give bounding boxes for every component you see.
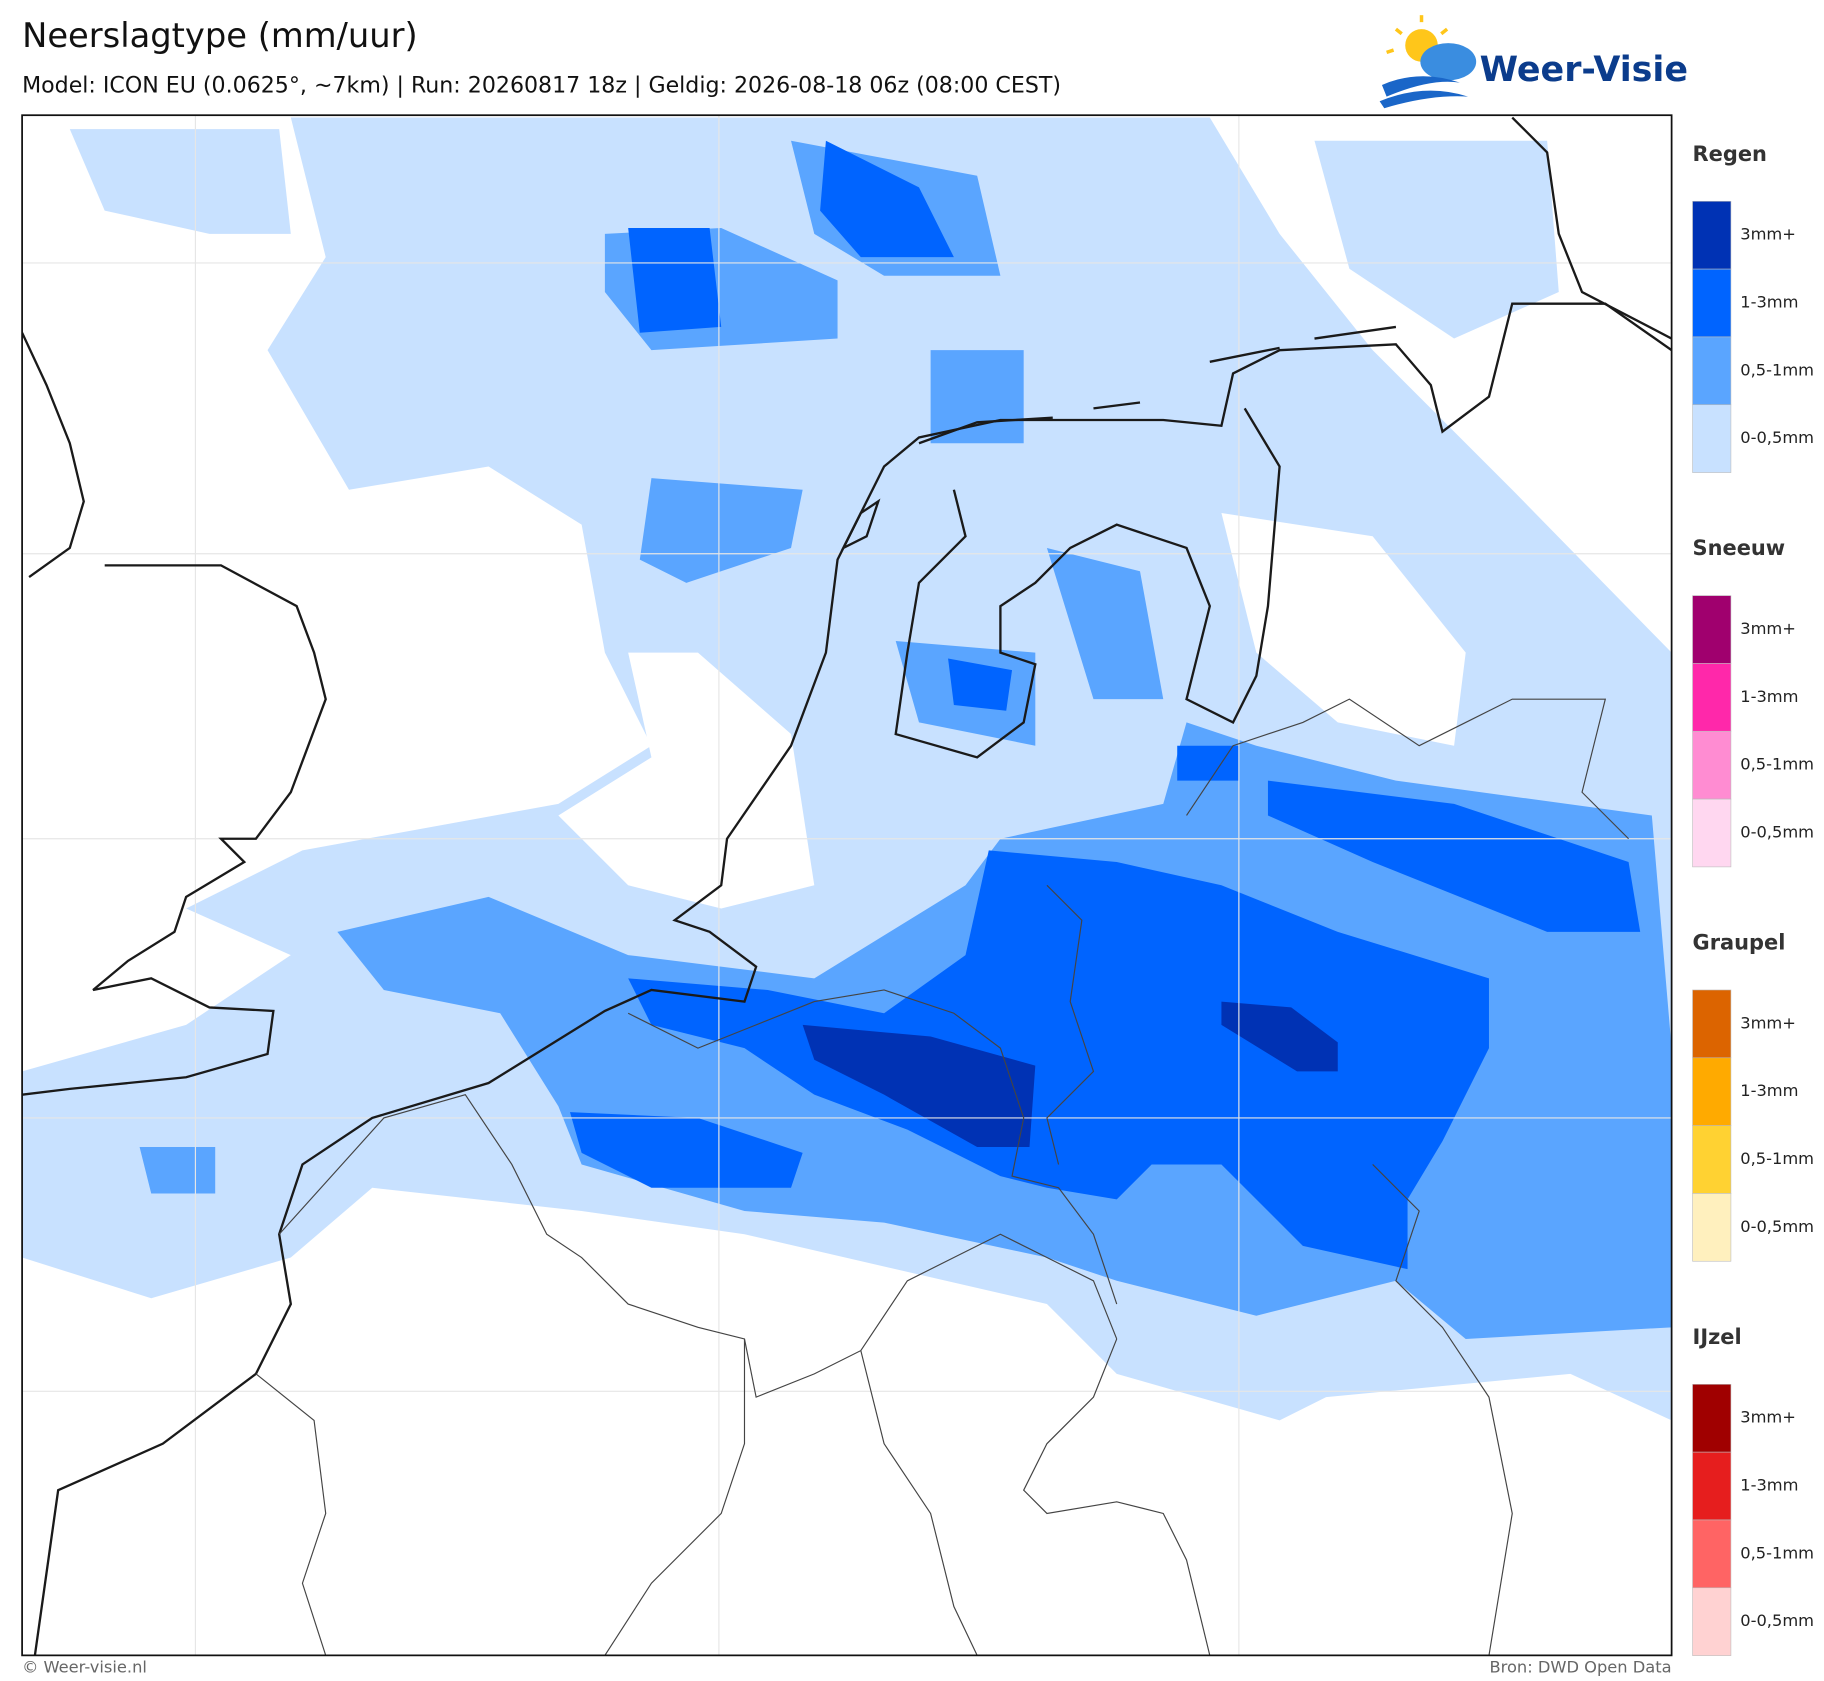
graticule bbox=[22, 115, 1672, 1656]
legend-label: 0,5-1mm bbox=[1740, 360, 1814, 379]
legend-label: 0,5-1mm bbox=[1740, 1149, 1814, 1168]
precip-light bbox=[69, 129, 1559, 339]
legend-label: 0,5-1mm bbox=[1740, 1543, 1814, 1562]
islands bbox=[840, 116, 1672, 551]
footer-left: © Weer-visie.nl bbox=[22, 1658, 147, 1677]
precip-gap bbox=[558, 513, 1466, 909]
legend-label: 3mm+ bbox=[1740, 1408, 1796, 1427]
legend-swatch bbox=[1692, 336, 1732, 406]
precip-extreme bbox=[802, 1001, 1338, 1148]
legend-label: 3mm+ bbox=[1740, 619, 1796, 638]
legend-group-title: Graupel bbox=[1693, 930, 1786, 954]
legend-swatch bbox=[1692, 1125, 1732, 1194]
legend-swatch bbox=[1692, 730, 1732, 800]
precip-heavy bbox=[570, 140, 1641, 1188]
legend-label: 1-3mm bbox=[1740, 1081, 1798, 1100]
legend-swatch bbox=[1692, 404, 1732, 473]
legend-label: 3mm+ bbox=[1740, 1013, 1796, 1032]
legend-swatch bbox=[1692, 1193, 1732, 1262]
legend-label: 0-0,5mm bbox=[1740, 428, 1814, 447]
legend-swatch bbox=[1692, 663, 1732, 732]
legend-label: 0,5-1mm bbox=[1740, 755, 1814, 774]
legend-label: 1-3mm bbox=[1740, 293, 1798, 312]
legend-group-title: Regen bbox=[1693, 142, 1767, 166]
legend-swatch bbox=[1692, 1587, 1732, 1656]
footer-right: Bron: DWD Open Data bbox=[1489, 1658, 1671, 1677]
legend-group-title: IJzel bbox=[1693, 1325, 1742, 1349]
legend-label: 3mm+ bbox=[1740, 225, 1796, 244]
legend-swatch bbox=[1692, 989, 1732, 1059]
legend-swatch bbox=[1692, 1384, 1732, 1453]
borders bbox=[255, 698, 1629, 1656]
legend-label: 1-3mm bbox=[1740, 687, 1798, 706]
precip-heavy bbox=[628, 850, 1489, 1270]
logo-text: Weer-Visie bbox=[1480, 50, 1688, 90]
coastline-uk bbox=[22, 332, 327, 1096]
logo: Weer-Visie bbox=[1379, 15, 1688, 109]
legend-group-title: Sneeuw bbox=[1693, 536, 1786, 560]
legend-swatch bbox=[1692, 595, 1732, 664]
coastline-continent bbox=[33, 302, 1672, 1656]
legend-label: 1-3mm bbox=[1740, 1476, 1798, 1495]
legend-swatch bbox=[1692, 1057, 1732, 1126]
subtitle: Model: ICON EU (0.0625°, ~7km) | Run: 20… bbox=[22, 73, 1061, 99]
legend-swatch bbox=[1692, 200, 1732, 270]
legend-swatch bbox=[1692, 268, 1732, 338]
legend-label: 0-0,5mm bbox=[1740, 1217, 1814, 1236]
legend-swatch bbox=[1692, 1451, 1732, 1521]
legend: Regen 3mm+ 1-3mm 0,5-1mm 0-0,5mm Sneeuw 3mm+ 1-… bbox=[1692, 142, 1814, 1656]
map bbox=[21, 114, 1673, 1657]
legend-label: 0-0,5mm bbox=[1740, 1611, 1814, 1630]
legend-label: 0-0,5mm bbox=[1740, 822, 1814, 841]
legend-swatch bbox=[1692, 798, 1732, 868]
title: Neerslagtype (mm/uur) bbox=[22, 16, 418, 55]
legend-swatch bbox=[1692, 1519, 1732, 1589]
